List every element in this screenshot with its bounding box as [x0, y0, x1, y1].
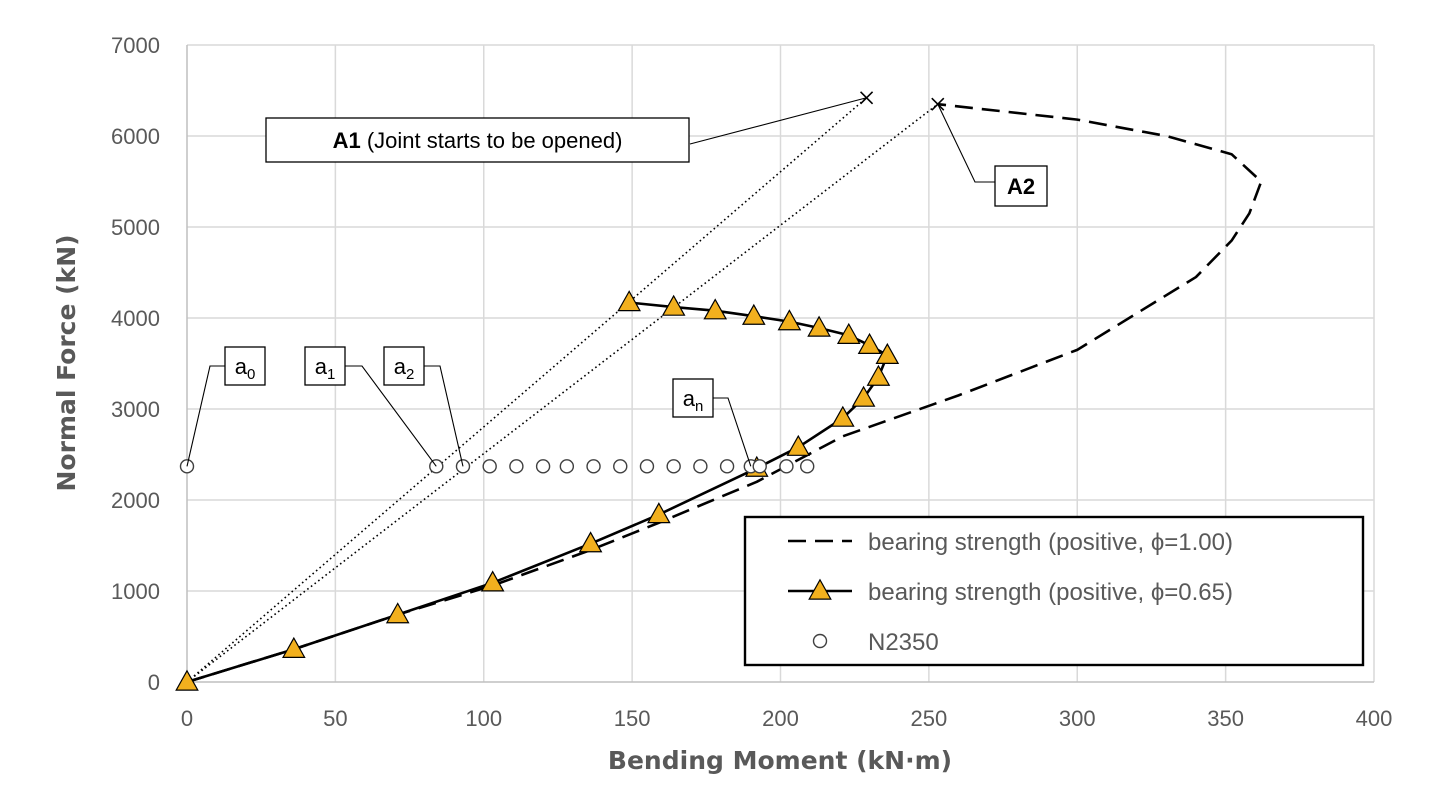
y-tick-label: 2000 [111, 488, 160, 513]
triangle-marker [385, 602, 410, 624]
x-tick-label: 400 [1356, 706, 1393, 731]
leader-line [345, 365, 437, 467]
y-axis-title: Normal Force (kN) [52, 234, 81, 491]
callout-box [224, 346, 266, 386]
circle-marker [639, 459, 655, 474]
legend-triangle-marker [808, 578, 832, 600]
triangle-marker [647, 502, 671, 524]
callout-box [672, 378, 714, 418]
tick-labels: 0 50 100 150 200 250 300 350 4000100020003000400… [111, 33, 1392, 731]
leader-line [713, 397, 752, 467]
x-tick-label: 350 [1207, 706, 1244, 731]
callout-box [994, 165, 1048, 207]
x-tick-label: 300 [1059, 706, 1096, 731]
callout-bold: A1 [333, 128, 361, 153]
x-tick-label: 100 [465, 706, 502, 731]
circle-marker [693, 459, 708, 474]
callout-label: A1 (Joint starts to be opened) [333, 128, 623, 153]
series-layer [175, 91, 1263, 691]
leader-line [937, 103, 995, 183]
triangle-marker [480, 570, 505, 592]
triangle-marker [617, 290, 641, 312]
legend: bearing strength (positive, ϕ=1.00) beari… [743, 515, 1365, 667]
circle-marker [800, 459, 815, 474]
triangle-marker [175, 669, 199, 691]
y-tick-label: 1000 [111, 579, 160, 604]
callout-main: a [315, 354, 328, 379]
series-dashed-line [186, 102, 1263, 684]
circle-marker [586, 459, 601, 474]
y-tick-label: 6000 [111, 124, 160, 149]
callout-main: a [394, 354, 407, 379]
x-tick-label: 250 [911, 706, 948, 731]
triangle-marker [807, 315, 831, 337]
reference-lines [186, 97, 939, 683]
triangle-marker [857, 332, 882, 354]
y-tick-label: 4000 [111, 306, 160, 331]
x-tick-label: 150 [614, 706, 651, 731]
legend-label: bearing strength (positive, ϕ=0.65) [868, 579, 1233, 606]
callout-label: A2 [1007, 174, 1035, 199]
circle-marker [779, 459, 794, 474]
legend-circle-marker [812, 633, 828, 649]
grid [187, 44, 1375, 682]
triangle-marker [282, 636, 306, 658]
circle-marker [509, 459, 524, 474]
callout-bold: A2 [1007, 174, 1035, 199]
callout-main: a [683, 386, 696, 411]
circle-marker [613, 459, 628, 474]
triangle-marker [703, 298, 728, 320]
y-tick-label: 7000 [111, 33, 160, 58]
circle-marker [719, 459, 735, 474]
x-tick-label: 0 [181, 706, 193, 731]
callout-subscript: 0 [247, 366, 255, 383]
triangle-marker [741, 303, 766, 325]
circle-marker [535, 459, 551, 474]
triangle-marker [777, 309, 802, 331]
callout-label: a0 [235, 354, 256, 383]
x-axis-title: Bending Moment (kN·m) [608, 746, 952, 775]
triangle-marker [830, 405, 855, 427]
y-tick-label: 0 [148, 670, 160, 695]
y-tick-label: 3000 [111, 397, 160, 422]
callout-subscript: n [695, 398, 703, 415]
callout-box [304, 346, 346, 386]
triangle-marker [786, 434, 811, 456]
legend-label: N2350 [868, 629, 939, 656]
triangle-marker [866, 364, 891, 386]
x-tick-label: 50 [323, 706, 347, 731]
circle-marker [482, 459, 497, 474]
leader-line [689, 97, 867, 145]
callout-main: a [235, 354, 248, 379]
triangle-marker [836, 322, 861, 344]
x-tick-label: 200 [762, 706, 799, 731]
circle-marker [666, 459, 681, 474]
y-tick-label: 5000 [111, 215, 160, 240]
callout-subscript: 2 [406, 366, 414, 383]
callout-box [265, 117, 690, 163]
triangle-marker [851, 385, 876, 407]
circle-marker [752, 459, 767, 474]
callout-subscript: 1 [327, 366, 335, 383]
callout-box [383, 346, 425, 386]
triangle-marker [661, 294, 686, 316]
leader-line [186, 365, 225, 467]
axes [186, 45, 1374, 683]
callout-label: a1 [315, 354, 336, 383]
circle-marker [559, 459, 575, 474]
callout-label: a2 [394, 354, 415, 383]
triangle-marker [875, 342, 900, 365]
callout-text: (Joint starts to be opened) [361, 128, 623, 153]
triangle-marker [578, 531, 603, 553]
callout-label: an [683, 386, 704, 415]
leader-line [424, 365, 464, 467]
legend-label: bearing strength (positive, ϕ=1.00) [868, 529, 1233, 556]
reference-dotted-line [186, 103, 939, 683]
